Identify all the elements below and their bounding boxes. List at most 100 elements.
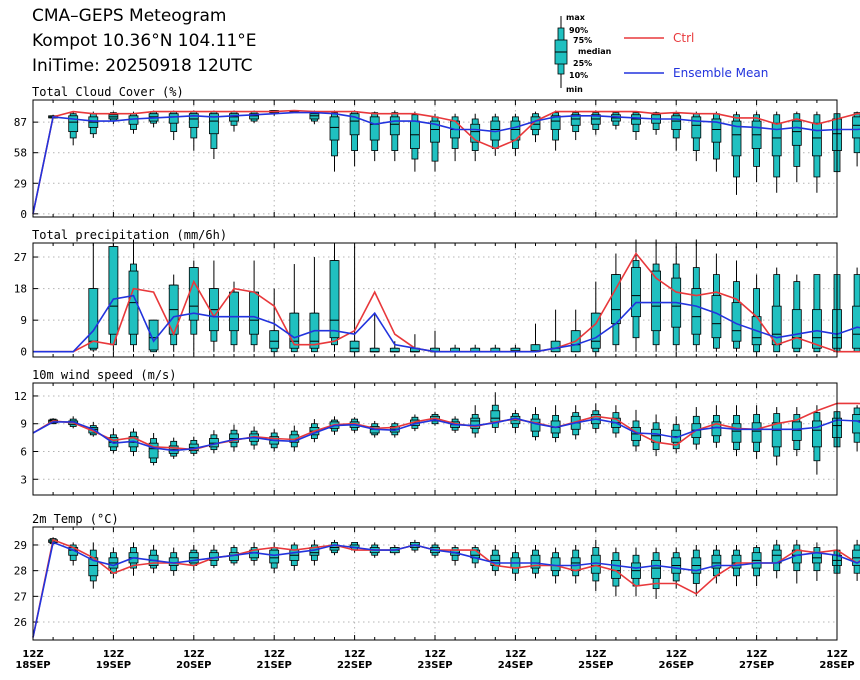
x-tick-label-time: 12Z [264, 649, 285, 660]
x-tick-label-time: 12Z [505, 649, 526, 660]
y-tick-label: 0 [20, 346, 27, 359]
panel-title: Total Cloud Cover (%) [32, 85, 184, 99]
panel-frame [32, 526, 838, 641]
x-tick-label-time: 12Z [183, 649, 204, 660]
box-25-75 [269, 549, 280, 564]
box-25-75 [88, 288, 99, 349]
x-tick-label-time: 12Z [424, 649, 445, 660]
box-25-75 [751, 422, 762, 443]
box-25-75 [229, 113, 239, 122]
box-25-75 [470, 417, 481, 429]
box-25-75 [570, 557, 581, 572]
panel-title: 10m wind speed (m/s) [32, 368, 177, 382]
box-25-75 [550, 115, 561, 130]
box-25-75 [711, 554, 722, 569]
ensemble-mean-line [33, 294, 860, 353]
box-25-75 [812, 122, 822, 157]
box-25-75 [711, 118, 722, 143]
y-tick-label: 87 [14, 116, 27, 129]
box-25-75 [631, 267, 641, 318]
box-legend-label: 75% [573, 36, 592, 45]
box-25-75 [570, 114, 581, 126]
box-25-75 [329, 116, 340, 141]
panel-frame [32, 242, 838, 358]
box-25-75 [771, 122, 782, 157]
x-tick-label-date: 24SEP [498, 660, 533, 671]
box-legend-label: 25% [573, 59, 592, 68]
box-25-75 [208, 113, 219, 135]
box-25-75 [269, 330, 280, 349]
x-tick-label-date: 19SEP [96, 660, 131, 671]
x-tick-label-date: 25SEP [578, 660, 613, 671]
y-tick-label: 28 [14, 565, 27, 578]
box-25-75 [249, 113, 260, 120]
y-tick-label: 58 [14, 147, 27, 160]
box-25-75 [771, 422, 782, 448]
x-tick-label-date: 26SEP [659, 660, 694, 671]
x-tick-label-time: 12Z [344, 649, 365, 660]
x-tick-label-date: 28SEP [819, 660, 854, 671]
x-tick-label-date: 23SEP [417, 660, 452, 671]
box-25-75 [490, 410, 501, 423]
box-25-75 [349, 113, 360, 136]
box-25-75 [590, 312, 601, 349]
panel-frame [32, 99, 838, 218]
y-tick-label: 6 [20, 445, 27, 458]
box-25-75 [550, 557, 561, 572]
box-25-75 [590, 554, 601, 574]
y-tick-label: 29 [14, 177, 27, 190]
box-25-75 [791, 120, 802, 146]
x-tick-label-time: 12Z [746, 649, 767, 660]
box-25-75 [389, 116, 400, 136]
ctrl-line [32, 109, 860, 214]
x-tick-label-time: 12Z [585, 649, 606, 660]
box-25-75 [389, 347, 400, 353]
box-25-75 [168, 113, 179, 124]
location-label: Kompot 10.36°N 104.11°E [32, 31, 257, 51]
x-tick-label-date: 27SEP [739, 660, 774, 671]
y-tick-label: 27 [14, 590, 27, 603]
box-25-75 [148, 442, 159, 459]
y-tick-label: 18 [14, 283, 27, 296]
box-25-75 [369, 347, 380, 353]
panel-title: Total precipitation (mm/6h) [32, 228, 227, 242]
box-25-75 [289, 312, 300, 349]
y-tick-label: 26 [14, 616, 27, 629]
box-25-75 [590, 114, 601, 125]
box-25-75 [430, 120, 440, 143]
ensemble-mean-line [32, 541, 860, 638]
box-25-75 [631, 114, 641, 125]
box-25-75 [168, 557, 179, 566]
box-25-75 [530, 418, 541, 432]
box-25-75 [349, 340, 360, 353]
x-tick-label-time: 12Z [22, 649, 43, 660]
box-25-75 [68, 115, 79, 133]
meteogram-title: CMA–GEPS Meteogram [32, 6, 227, 26]
panel-title: 2m Temp (°C) [32, 512, 119, 526]
box-25-75 [188, 267, 199, 321]
init-time-label: IniTime: 20250918 12UTC [32, 56, 253, 76]
box-25-75 [651, 559, 661, 579]
box-25-75 [852, 414, 860, 434]
box-25-75 [812, 420, 822, 448]
box-25-75 [470, 123, 481, 143]
box-25-75 [852, 116, 860, 139]
legend-line-label: Ctrl [673, 31, 694, 45]
box-25-75 [731, 423, 742, 443]
y-tick-label: 27 [14, 251, 27, 264]
y-tick-label: 9 [20, 418, 27, 431]
x-tick-label-date: 20SEP [176, 660, 211, 671]
box-legend-label: 10% [569, 71, 588, 80]
y-tick-label: 12 [14, 390, 27, 403]
box-25-75 [731, 120, 742, 157]
y-tick-label: 3 [20, 473, 27, 486]
legend-line-label: Ensemble Mean [673, 66, 768, 80]
box-25-75 [229, 291, 239, 332]
y-tick-label: 29 [14, 539, 27, 552]
box-25-75 [249, 291, 260, 335]
ensemble-mean-line [32, 417, 860, 452]
x-tick-label-date: 21SEP [257, 660, 292, 671]
box-25-75 [711, 295, 722, 339]
meteogram-header: CMA–GEPS Meteogram Kompot 10.36°N 104.11… [0, 0, 860, 90]
